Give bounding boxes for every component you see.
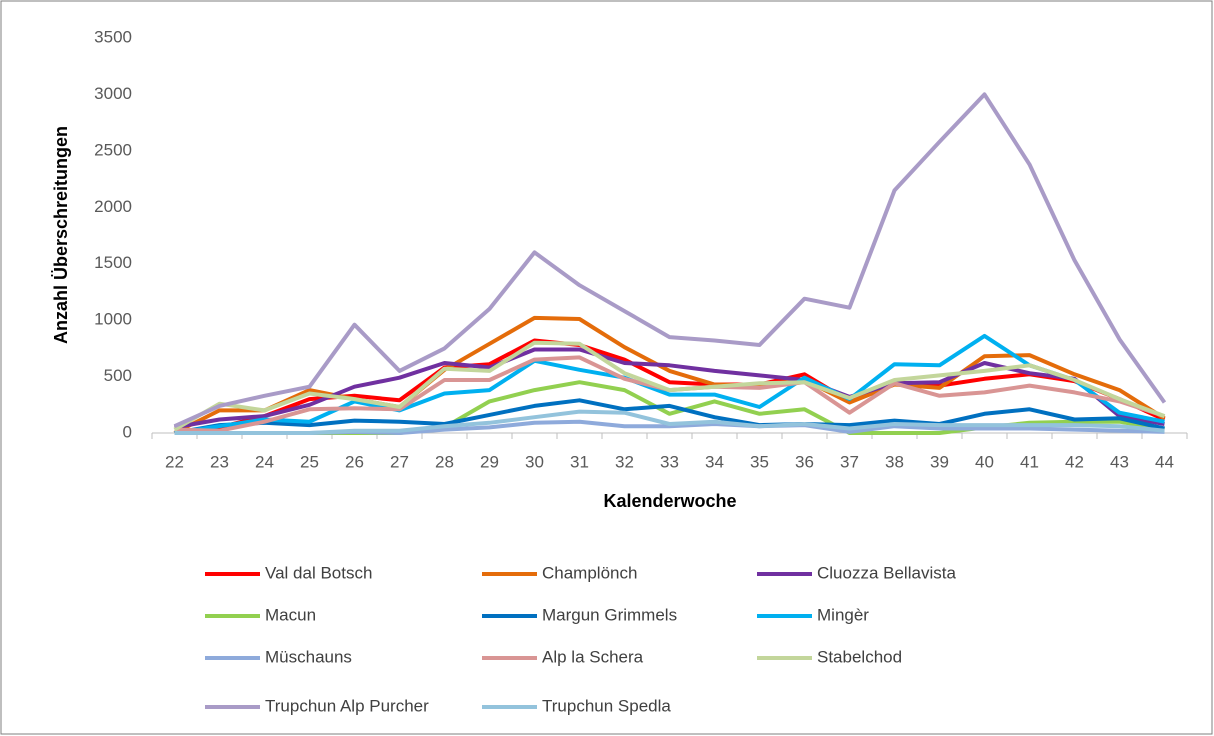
series-line	[174, 347, 1165, 430]
x-tick-label: 35	[750, 452, 769, 471]
y-tick-label: 1500	[94, 253, 132, 272]
legend-label: Macun	[265, 605, 316, 624]
x-tick-label: 31	[570, 452, 589, 471]
x-tick-label: 37	[840, 452, 859, 471]
x-tick-label: 23	[210, 452, 229, 471]
legend-label: Alp la Schera	[542, 647, 644, 666]
legend-label: Champlönch	[542, 563, 637, 582]
legend-label: Trupchun Spedla	[542, 696, 671, 715]
x-tick-label: 42	[1065, 452, 1084, 471]
x-tick-label: 44	[1155, 452, 1174, 471]
x-tick-label: 29	[480, 452, 499, 471]
x-tick-label: 43	[1110, 452, 1129, 471]
x-tick-label: 27	[390, 452, 409, 471]
y-tick-label: 3500	[94, 27, 132, 46]
legend-label: Margun Grimmels	[542, 605, 677, 624]
x-tick-label: 34	[705, 452, 724, 471]
x-tick-label: 41	[1020, 452, 1039, 471]
x-tick-label: 36	[795, 452, 814, 471]
series-line	[173, 92, 1167, 429]
series-line	[174, 398, 1165, 435]
series-line	[174, 409, 1165, 435]
legend-label: Mingèr	[817, 605, 869, 624]
y-tick-label: 3000	[94, 84, 132, 103]
x-tick-label: 40	[975, 452, 994, 471]
x-tick-label: 25	[300, 452, 319, 471]
x-tick-label: 38	[885, 452, 904, 471]
x-tick-label: 24	[255, 452, 274, 471]
legend-label: Cluozza Bellavista	[817, 563, 956, 582]
y-tick-label: 500	[104, 366, 132, 385]
y-tick-label: 2500	[94, 140, 132, 159]
legend-label: Müschauns	[265, 647, 352, 666]
legend-label: Val dal Botsch	[265, 563, 372, 582]
x-tick-label: 22	[165, 452, 184, 471]
x-tick-label: 30	[525, 452, 544, 471]
x-tick-label: 28	[435, 452, 454, 471]
legend-label: Stabelchod	[817, 647, 902, 666]
x-tick-label: 39	[930, 452, 949, 471]
y-axis-title: Anzahl Überschreitungen	[51, 126, 71, 344]
x-tick-label: 26	[345, 452, 364, 471]
legend-label: Trupchun Alp Purcher	[265, 696, 429, 715]
x-tick-label: 33	[660, 452, 679, 471]
x-tick-label: 32	[615, 452, 634, 471]
y-tick-label: 2000	[94, 197, 132, 216]
x-axis-title: Kalenderwoche	[603, 491, 736, 511]
y-tick-label: 0	[123, 422, 132, 441]
y-tick-label: 1000	[94, 310, 132, 329]
series-line	[173, 340, 1166, 432]
